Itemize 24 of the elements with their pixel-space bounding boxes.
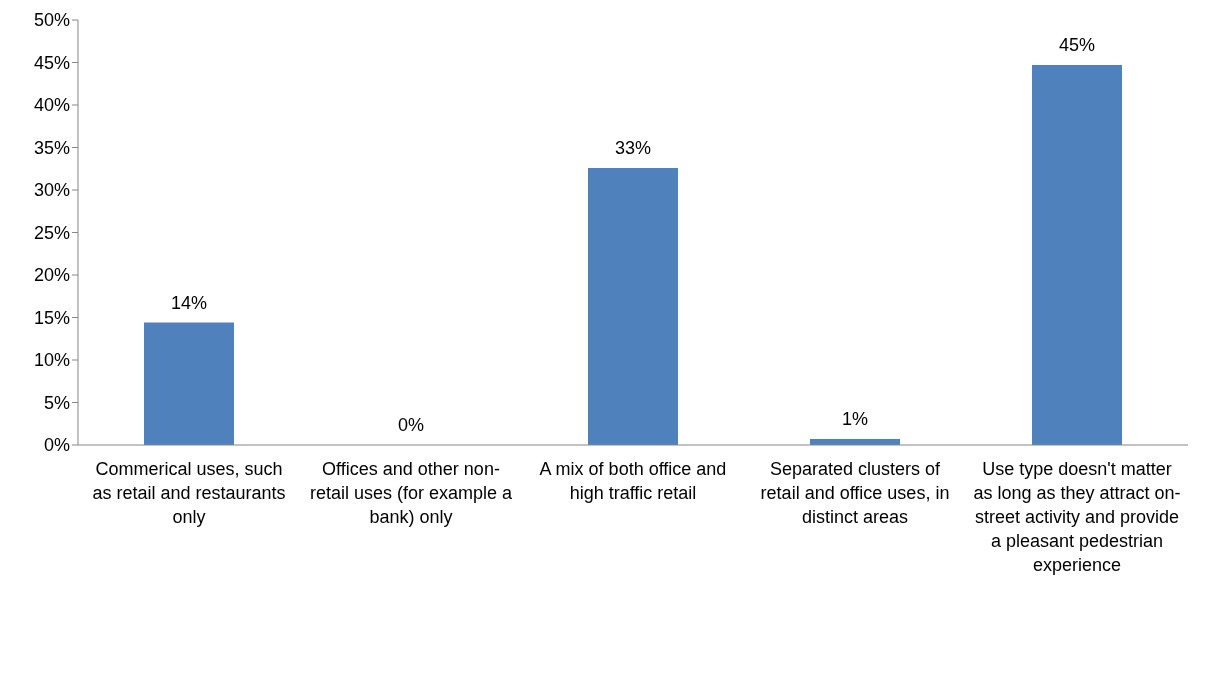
bar xyxy=(144,322,234,445)
y-tick-label: 20% xyxy=(33,265,70,286)
y-tick-label: 25% xyxy=(33,222,70,243)
y-tick-label: 40% xyxy=(33,95,70,116)
y-tick-label: 35% xyxy=(33,137,70,158)
y-tick-label: 45% xyxy=(33,52,70,73)
bar xyxy=(588,167,678,445)
data-label: 0% xyxy=(397,415,425,435)
y-tick-label: 50% xyxy=(33,10,70,31)
data-label: 1% xyxy=(841,409,869,430)
x-tick-label: Commerical uses, such as retail and restaurants only xyxy=(92,459,286,528)
data-label: 14% xyxy=(170,292,208,313)
data-label: 45% xyxy=(1058,35,1096,56)
y-tick-label: 30% xyxy=(33,180,70,201)
x-tick-label: A mix of both office and high traffic retail xyxy=(539,459,727,504)
y-tick-label: 5% xyxy=(43,392,70,413)
y-tick-label: 10% xyxy=(33,350,70,371)
y-tick-label: 0% xyxy=(43,435,70,456)
x-tick-label: Offices and other non-retail uses (for example a bank) only xyxy=(309,459,514,528)
data-label: 33% xyxy=(614,137,652,158)
x-tick-label: Separated clusters of retail and office uses, in distinct areas xyxy=(760,459,950,528)
y-tick-label: 15% xyxy=(33,307,70,328)
x-tick-label: Use type doesn't matter as long as they attract on-street activity and provide a pleasant pedestrian experience xyxy=(973,459,1181,576)
bar xyxy=(1032,65,1122,445)
